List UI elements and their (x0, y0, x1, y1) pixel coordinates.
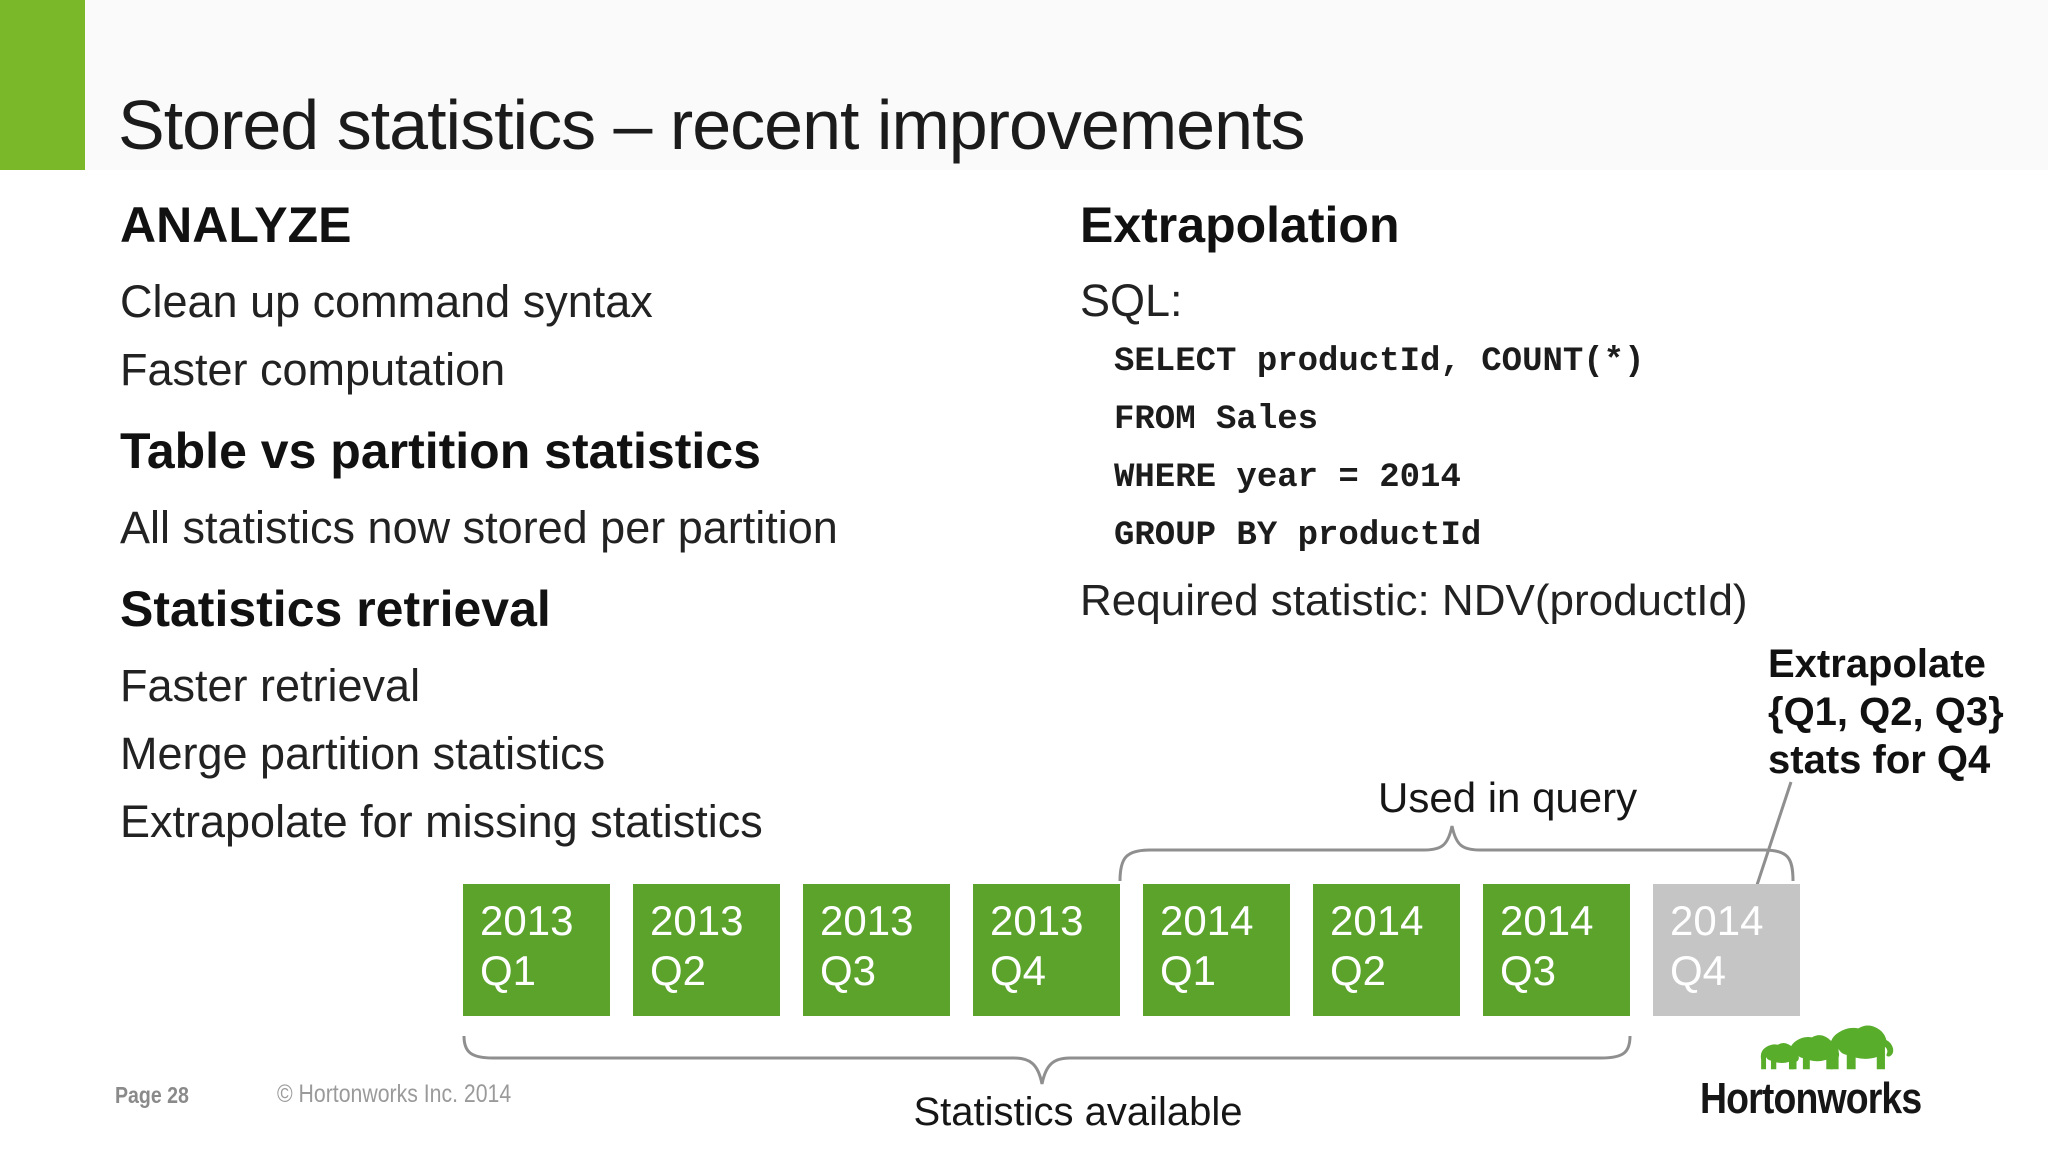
quarter-box-year: 2014 (1330, 897, 1424, 944)
statistics-available-label: Statistics available (913, 1090, 1243, 1134)
section-heading: Table vs partition statistics (120, 423, 761, 479)
quarter-box-quarter: Q2 (650, 947, 707, 994)
elephants-icon (1760, 1025, 1894, 1070)
extrapolate-note-line: stats for Q4 (1768, 738, 1991, 782)
quarter-box-2014-Q2: 2014 Q2 (1313, 884, 1460, 1016)
quarter-box-quarter: Q1 (480, 947, 537, 994)
sql-code-line: SELECT productId, COUNT(*) (1114, 343, 1645, 381)
logo-wordmark: Hortonworks (1700, 1074, 1922, 1123)
page-title: Stored statistics – recent improvements (118, 85, 1305, 164)
quarter-box-2013-Q1: 2013 Q1 (463, 884, 610, 1016)
quarter-box-quarter: Q3 (1500, 947, 1557, 994)
hortonworks-logo: Hortonworks (1700, 1012, 1960, 1132)
section-item: All statistics now stored per partition (120, 502, 838, 553)
quarter-box-2014-Q1: 2014 Q1 (1143, 884, 1290, 1016)
extrapolation-heading: Extrapolation (1080, 197, 1400, 253)
quarter-box-quarter: Q3 (820, 947, 877, 994)
section-item: Merge partition statistics (120, 728, 606, 779)
required-statistic-text: Required statistic: NDV(productId) (1080, 576, 1748, 625)
extrapolate-pointer-line (1754, 781, 1793, 889)
quarter-box-year: 2013 (990, 897, 1084, 944)
quarter-box-year: 2014 (1500, 897, 1594, 944)
quarter-box-2014-Q4: 2014 Q4 (1653, 884, 1800, 1016)
quarter-box-2013-Q2: 2013 Q2 (633, 884, 780, 1016)
section-item: Faster retrieval (120, 660, 421, 711)
section-item: Extrapolate for missing statistics (120, 796, 763, 847)
quarter-box-year: 2014 (1670, 897, 1764, 944)
quarter-box-2014-Q3: 2014 Q3 (1483, 884, 1630, 1016)
section-heading: ANALYZE (120, 197, 352, 253)
statistics-available-brace (462, 1035, 1632, 1085)
accent-bar (0, 0, 85, 170)
sql-code-block: SELECT productId, COUNT(*) FROM Sales WHER… (1080, 344, 1980, 554)
section-item: Clean up command syntax (120, 276, 653, 327)
section-item: Faster computation (120, 344, 506, 395)
sql-code-line: WHERE year = 2014 (1114, 459, 1461, 497)
quarter-box-quarter: Q1 (1160, 947, 1217, 994)
quarter-box-quarter: Q4 (990, 947, 1047, 994)
quarter-box-year: 2013 (820, 897, 914, 944)
extrapolate-note-line: Extrapolate (1768, 642, 1986, 686)
right-column: Extrapolation SQL: SELECT productId, COU… (1080, 196, 1980, 626)
used-in-query-brace (1118, 825, 1795, 882)
quarter-box-year: 2013 (650, 897, 744, 944)
section-heading: Statistics retrieval (120, 581, 551, 637)
copyright-text: © Hortonworks Inc. 2014 (277, 1080, 512, 1108)
quarter-box-2013-Q4: 2013 Q4 (973, 884, 1120, 1016)
quarter-timeline: 2013 Q1 2013 Q2 2013 Q3 2013 Q4 2014 Q1 2014 Q2 2014… (463, 884, 1800, 1016)
left-column: ANALYZE Clean up command syntax Faster com… (120, 196, 980, 864)
sql-code-line: GROUP BY productId (1114, 517, 1482, 555)
quarter-box-quarter: Q2 (1330, 947, 1387, 994)
quarter-box-year: 2014 (1160, 897, 1254, 944)
page-number: Page 28 (115, 1082, 189, 1108)
sql-code-line: FROM Sales (1114, 401, 1319, 439)
header-band (0, 0, 2048, 170)
used-in-query-label: Used in query (1378, 774, 1638, 821)
quarter-box-year: 2013 (480, 897, 574, 944)
quarter-box-2013-Q3: 2013 Q3 (803, 884, 950, 1016)
sql-label: SQL: (1080, 275, 1183, 326)
extrapolate-note-line: {Q1, Q2, Q3} (1768, 690, 2004, 734)
extrapolate-note: Extrapolate {Q1, Q2, Q3} stats for Q4 (1768, 640, 2004, 784)
quarter-box-quarter: Q4 (1670, 947, 1727, 994)
